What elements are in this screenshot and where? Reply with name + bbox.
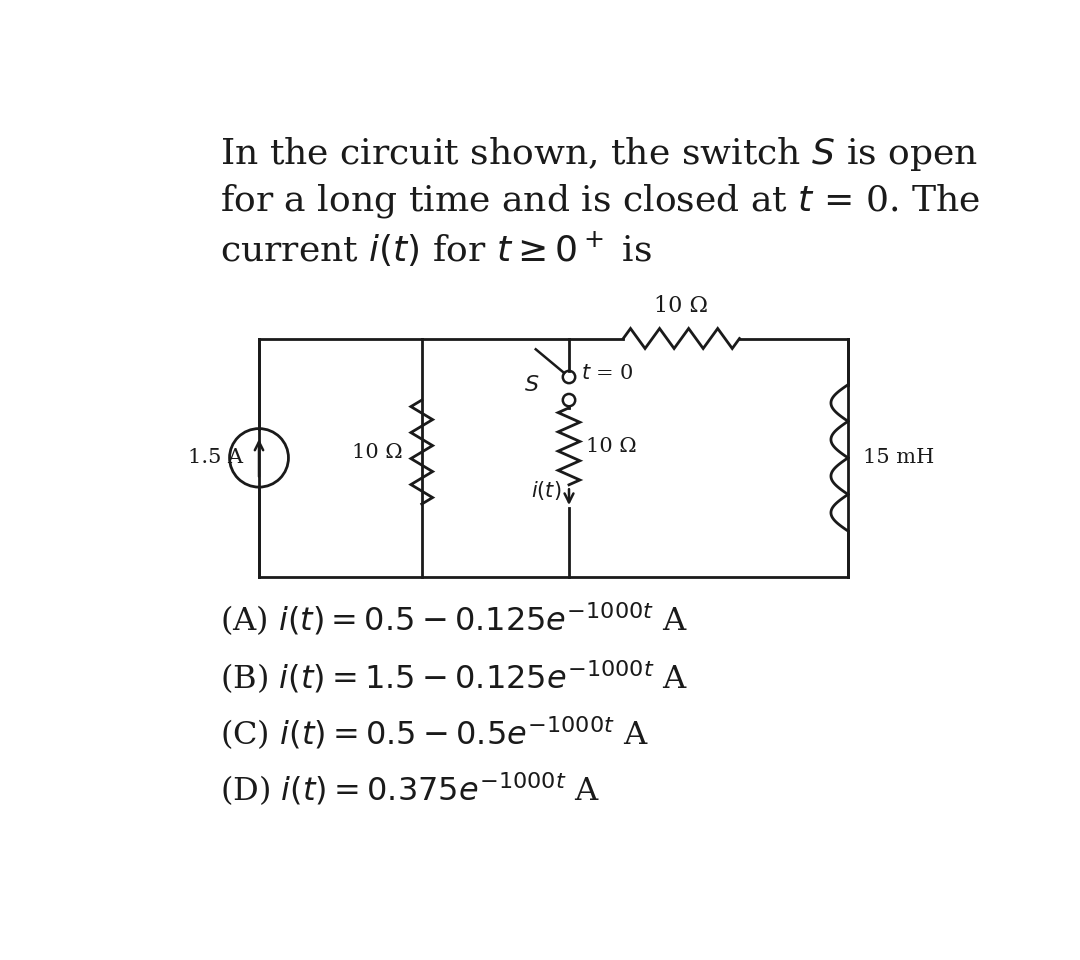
- Text: for a long time and is closed at $t$ = 0. The: for a long time and is closed at $t$ = 0…: [220, 182, 981, 221]
- Text: (D) $i(t) = 0.375e^{-1000t}$ A: (D) $i(t) = 0.375e^{-1000t}$ A: [220, 770, 600, 807]
- Text: 15 mH: 15 mH: [864, 448, 935, 468]
- Text: (B) $i(t) = 1.5 - 0.125e^{-1000t}$ A: (B) $i(t) = 1.5 - 0.125e^{-1000t}$ A: [220, 659, 689, 696]
- Text: $i(t)$: $i(t)$: [530, 479, 562, 502]
- Text: $t$ = 0: $t$ = 0: [581, 364, 634, 383]
- Text: (A) $i(t) = 0.5 - 0.125e^{-1000t}$ A: (A) $i(t) = 0.5 - 0.125e^{-1000t}$ A: [220, 601, 688, 638]
- Text: 10 Ω: 10 Ω: [586, 437, 637, 456]
- Text: (C) $i(t) = 0.5 - 0.5e^{-1000t}$ A: (C) $i(t) = 0.5 - 0.5e^{-1000t}$ A: [220, 714, 649, 752]
- Text: 1.5 A: 1.5 A: [188, 448, 243, 468]
- Text: 10 Ω: 10 Ω: [352, 443, 403, 462]
- Text: $S$: $S$: [524, 373, 540, 396]
- Text: current $i(t)$ for $t \geq 0^+$ is: current $i(t)$ for $t \geq 0^+$ is: [220, 229, 652, 269]
- Text: 10 Ω: 10 Ω: [654, 295, 708, 317]
- Text: In the circuit shown, the switch $S$ is open: In the circuit shown, the switch $S$ is …: [220, 134, 978, 173]
